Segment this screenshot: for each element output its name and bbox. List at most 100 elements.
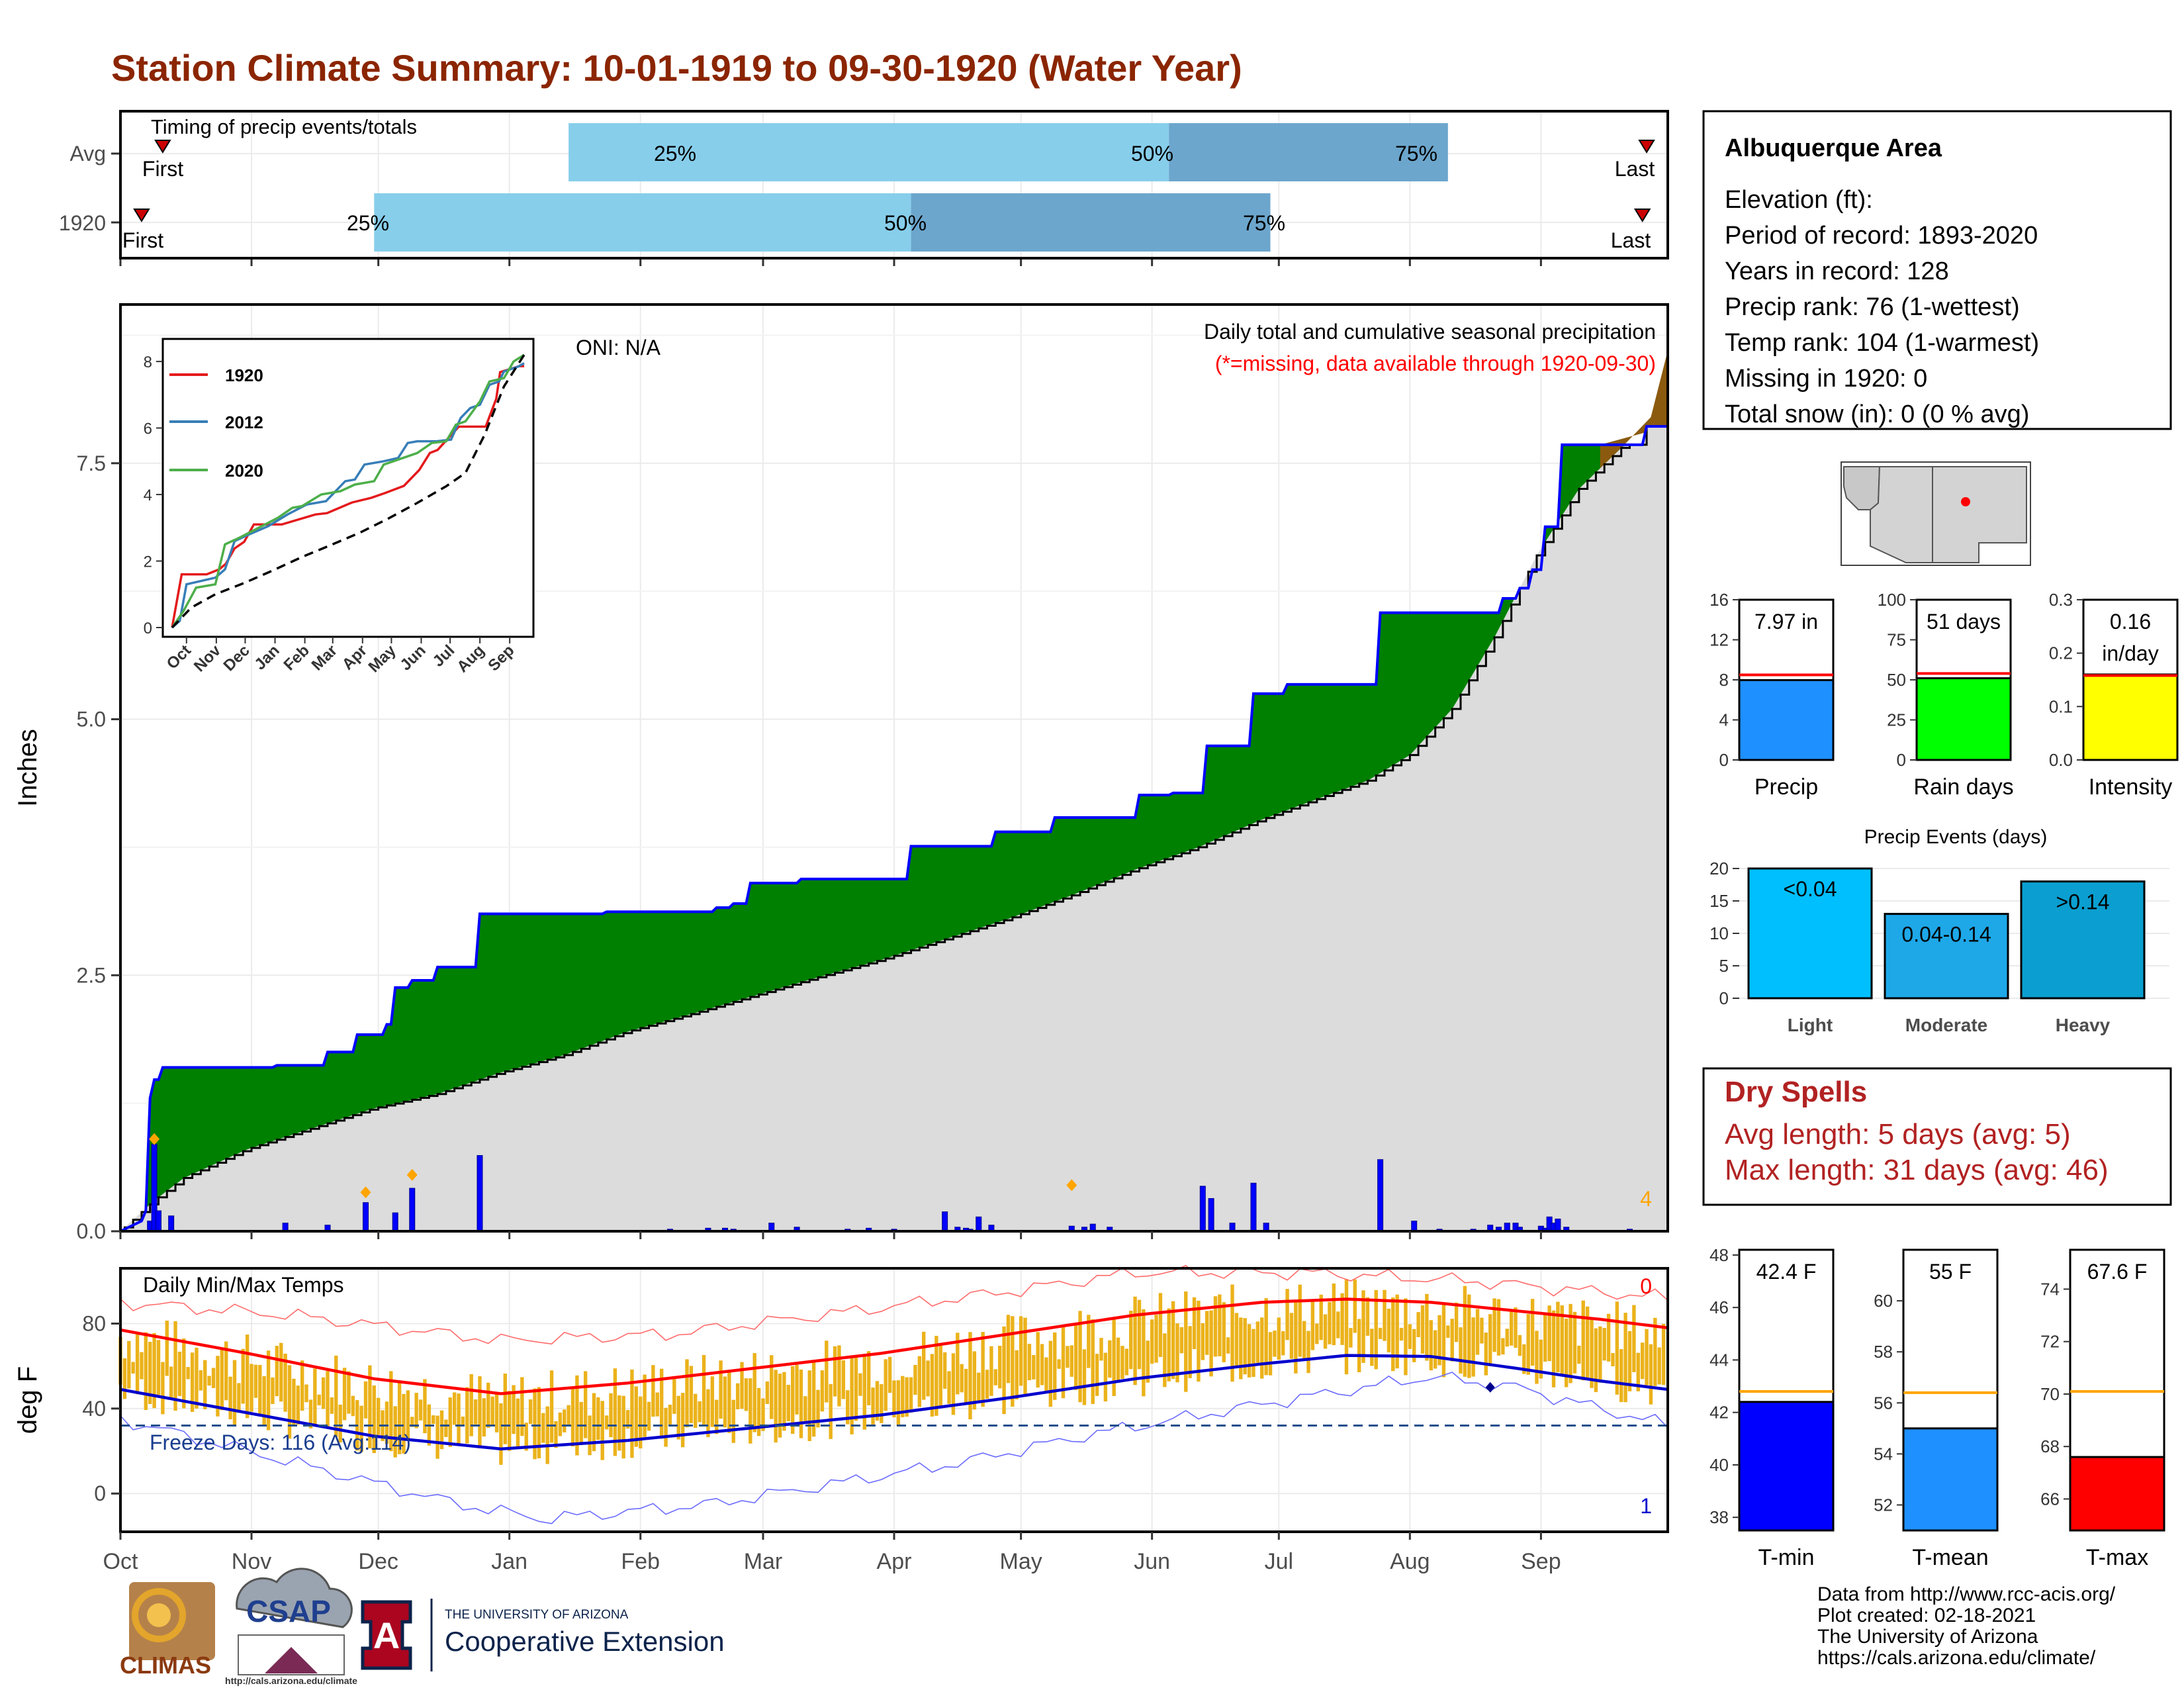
precip-y-tick-label: 5.0 [77, 708, 106, 731]
daily-temp-bar [604, 1415, 609, 1430]
month-tick-label: Jul [1265, 1549, 1293, 1574]
daily-temp-bar [774, 1370, 778, 1443]
dry-spells-avg: Avg length: 5 days (avg: 5) [1725, 1118, 2071, 1150]
daily-temp-bar [575, 1375, 579, 1456]
legend-2020-label: 2020 [225, 461, 263, 481]
daily-temp-bar [807, 1370, 811, 1442]
daily-temp-bar [1383, 1289, 1387, 1341]
timing-event-marker [133, 209, 150, 222]
daily-temp-bar [1539, 1339, 1543, 1379]
station-info-box: Albuquerque Area Elevation (ft): Period … [1702, 110, 2172, 430]
daily-temp-bar [1404, 1298, 1408, 1376]
daily-temp-bar [1332, 1283, 1336, 1346]
daily-temp-bar [1518, 1335, 1522, 1356]
month-tick-label: Nov [232, 1549, 271, 1574]
daily-temp-bar [896, 1380, 901, 1426]
daily-precip-bar [976, 1216, 982, 1232]
temp-y-tick-label: 40 [82, 1397, 106, 1421]
daily-temp-bar [140, 1352, 144, 1380]
daily-temp-bar [1627, 1331, 1632, 1391]
daily-temp-bar [1040, 1344, 1044, 1385]
daily-temp-bar [875, 1381, 880, 1421]
daily-temp-bar [1361, 1290, 1365, 1363]
daily-temp-bar [1281, 1331, 1285, 1356]
daily-temp-bar [647, 1401, 651, 1431]
daily-temp-bar [499, 1403, 503, 1465]
daily-temp-bar [850, 1356, 854, 1434]
daily-temp-bar [326, 1371, 330, 1427]
daily-temp-bar [533, 1388, 537, 1460]
month-tick-label: Aug [1390, 1549, 1430, 1574]
station-location-marker [1961, 497, 1970, 506]
daily-temp-bar [1002, 1326, 1006, 1415]
map-arizona [1870, 466, 1933, 563]
daily-temp-bar [1395, 1294, 1399, 1369]
csap-logo: CSAP http://cals.arizona.edu/climate [225, 1568, 357, 1686]
daily-temp-bar [1412, 1329, 1416, 1362]
daily-temp-bar [1142, 1309, 1146, 1397]
daily-temp-bar [698, 1401, 702, 1423]
daily-temp-bar [938, 1344, 942, 1408]
daily-temp-bar [1505, 1329, 1509, 1347]
daily-precip-bar [477, 1155, 483, 1232]
average-max-line [120, 1297, 1668, 1395]
daily-temp-bar [1437, 1315, 1441, 1366]
daily-temp-bar [122, 1358, 127, 1399]
events-y-tick-label: 10 [1709, 923, 1729, 943]
daily-temp-bar [190, 1352, 195, 1412]
daily-temp-bar [680, 1393, 685, 1448]
daily-temp-bar [592, 1393, 596, 1452]
daily-precip-bar [409, 1188, 416, 1232]
daily-temp-bar [152, 1333, 156, 1409]
gauge-y-tick-label: 0.0 [2049, 750, 2073, 770]
daily-temp-bar [786, 1384, 791, 1421]
daily-temp-bar [1649, 1344, 1653, 1405]
daily-temp-bar [393, 1406, 397, 1458]
daily-temp-bar [1230, 1284, 1234, 1382]
daily-temp-bar [1640, 1342, 1645, 1380]
daily-temp-bar [841, 1360, 846, 1399]
gauge-y-tick-label: 48 [1709, 1245, 1729, 1265]
gauge-value-bar [1738, 1401, 1835, 1532]
inset-y-tick-label: 0 [144, 620, 152, 637]
daily-temp-bar [706, 1389, 710, 1438]
gauge-y-tick-label: 52 [1874, 1495, 1893, 1515]
daily-temp-bar [461, 1416, 465, 1427]
timing-avg-50-label: 50% [1131, 142, 1173, 165]
daily-temp-bar [1078, 1311, 1082, 1403]
csap-logo-url: http://cals.arizona.edu/climate [225, 1675, 357, 1686]
daily-temp-bar [1036, 1332, 1040, 1388]
daily-temp-bar [676, 1395, 680, 1440]
precip-events-chart: Precip Events (days) 0 5 10 15 20 <0.04 Light 0… [1709, 826, 2169, 1035]
daily-temp-bar [1551, 1310, 1556, 1387]
daily-temp-bar [1044, 1357, 1048, 1393]
gauge-y-tick-label: 4 [1719, 710, 1729, 730]
inset-series-line-1920 [171, 365, 524, 628]
gauge-y-tick-label: 68 [2040, 1436, 2060, 1456]
daily-temp-bar [1205, 1311, 1209, 1355]
timing-row-label-year: 1920 [59, 211, 106, 235]
gauge-y-tick-label: 12 [1709, 630, 1729, 650]
csap-logo-text: CSAP [246, 1594, 331, 1628]
daily-temp-bar [199, 1370, 203, 1391]
footer-line-created: Plot created: 02-18-2021 [1817, 1605, 2036, 1626]
gauge-y-tick-label: 74 [2040, 1279, 2060, 1299]
daily-temp-bar [1294, 1299, 1298, 1374]
daily-temp-bar [1268, 1332, 1273, 1376]
daily-temp-bar [1353, 1279, 1357, 1333]
daily-temp-bar [930, 1354, 934, 1417]
daily-temp-bar [740, 1362, 744, 1409]
gauge-y-tick-label: 70 [2040, 1384, 2060, 1404]
daily-temp-bar [989, 1346, 993, 1396]
daily-temp-bar [1234, 1313, 1239, 1368]
daily-temp-bar [182, 1338, 186, 1409]
daily-temp-bar [1116, 1337, 1120, 1381]
cumulative-average-line [120, 425, 1664, 1233]
daily-temp-bar [1501, 1338, 1505, 1355]
gauge-label: T-mean [1912, 1545, 1988, 1570]
info-precip-rank: Precip rank: 76 (1-wettest) [1725, 293, 2020, 321]
daily-temp-bar [1306, 1331, 1310, 1374]
temp-y-tick-label: 0 [94, 1481, 106, 1505]
record-low-marker [1485, 1382, 1495, 1393]
